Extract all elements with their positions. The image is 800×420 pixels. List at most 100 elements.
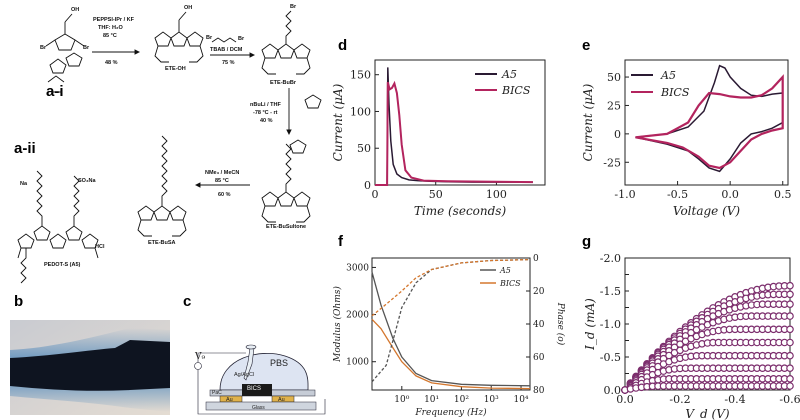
series-line-bics <box>635 74 784 170</box>
br-label-dbb-left: Br <box>206 35 213 41</box>
oh-label-ete: OH <box>184 5 193 11</box>
so3na-label: SO₃Na <box>78 178 96 184</box>
x-tick-label: 0.0 <box>721 188 739 201</box>
step1-reagent: PEPPSI-IPr / KF <box>93 17 134 23</box>
x-tick-label: -0.6 <box>779 393 800 406</box>
step2-reagent: TBAB / DCM <box>210 47 243 53</box>
y-tick-label: -0.5 <box>600 351 621 364</box>
y-axis-label: I_d (mA) <box>583 298 597 351</box>
chart-d-amperometry: 0 50 100 0 50 100 150 Time (seconds) Current (μA… <box>331 59 546 218</box>
y-tick-label: -1.0 <box>600 318 621 331</box>
series-line-a5 <box>635 64 784 173</box>
compound-ete-oh: ETE-OH <box>165 66 186 72</box>
y-tick-label: -1.5 <box>600 285 621 298</box>
x-axis-label: Voltage (V) <box>673 204 741 218</box>
step3-temp: -78 °C - rt <box>253 110 278 116</box>
step4-reagent: NMe₃ / MeCN <box>205 170 240 176</box>
output-curve-point <box>786 290 794 299</box>
br-label-bubr: Br <box>290 4 297 10</box>
x-tick-label: -1.0 <box>614 188 635 201</box>
panel-label-c: c <box>183 293 192 310</box>
br-label-left: Br <box>40 45 47 51</box>
plot-frame <box>371 257 531 391</box>
bics-label: BICS <box>247 386 261 392</box>
x-tick-label: -0.5 <box>667 188 688 201</box>
br-label-right: Br <box>83 45 90 51</box>
plot-frame <box>624 59 789 186</box>
y-tick-label: 3000 <box>346 263 369 273</box>
step4-yield: 60 % <box>218 192 231 198</box>
chart-e-cyclic-voltammetry: -1.0 -0.5 0.0 0.5 -25 0 25 50 Voltage (V) Current… <box>581 59 792 218</box>
oh-label-start: OH <box>71 7 80 13</box>
na-label: Na <box>20 181 28 187</box>
y2-tick-label: 80 <box>533 386 545 396</box>
output-curve-point <box>786 325 794 334</box>
device-schematic: V₉ PBS Ag/AgCl BICS Au Au PaC Glass <box>194 344 326 415</box>
y-tick-label: 0 <box>364 179 371 192</box>
x-tick-label: 50 <box>429 188 443 201</box>
x-tick-label: 0.5 <box>774 188 792 201</box>
compound-ete-bubr: ETE-BuBr <box>270 80 296 86</box>
panel-label-d: d <box>338 37 348 54</box>
legend-label-a5: A5 <box>501 68 517 81</box>
y2-tick-label: 60 <box>533 353 545 363</box>
series-line-bics <box>375 80 533 186</box>
x-tick-label: 100 <box>486 188 507 201</box>
step3-yield: 40 % <box>260 118 273 124</box>
y-tick-label: -25 <box>603 156 621 169</box>
output-curve-point <box>786 364 794 373</box>
legend-label-bics: BICS <box>501 84 531 97</box>
panel-label-g: g <box>582 233 592 250</box>
panel-label-e: e <box>582 37 591 54</box>
series-line-bics-modulus <box>371 318 531 390</box>
y-axis-label: Modulus (Ohms) <box>332 286 343 363</box>
step3-reagent: nBuLi / THF <box>250 102 281 108</box>
panel-label-b: b <box>14 293 24 310</box>
pac-label: PaC <box>212 390 222 396</box>
compound-ete-busultone: ETE-BuSultone <box>266 224 307 230</box>
output-curve-point <box>786 382 794 390</box>
step1-temp: 85 °C <box>103 33 117 39</box>
legend-label-a5: A5 <box>660 69 676 82</box>
y2-tick-label: 0 <box>533 254 539 264</box>
hcl-label: HCl <box>95 244 105 250</box>
output-curve-point <box>786 351 794 360</box>
plot-frame <box>374 59 546 186</box>
y-tick-label: -2.0 <box>600 252 621 265</box>
x-tick-label: 10² <box>454 395 469 405</box>
x-tick-label: -0.2 <box>669 393 690 406</box>
chart-f-impedance: 10⁰ 10¹ 10² 10³ 10⁴ 1000 2000 3000 0 20 40 60 80 Freq… <box>332 254 566 418</box>
x-tick-label: 10¹ <box>424 395 439 405</box>
y-tick-label: 150 <box>350 69 371 82</box>
panel-label-f: f <box>338 233 343 250</box>
synthesis-scheme <box>17 10 322 284</box>
y-tick-label: 50 <box>607 71 621 84</box>
output-curve-point <box>786 281 794 290</box>
y-axis-label: Current (μA) <box>581 83 595 161</box>
output-curve-point <box>786 338 794 347</box>
x-tick-label: -0.4 <box>724 393 745 406</box>
step1-yield: 48 % <box>105 60 118 66</box>
chart-g-output-curves: 0.0 -0.2 -0.4 -0.6 0.0 -0.5 -1.0 -1.5 -2.0 I_d (m… <box>583 252 800 420</box>
au-label-left: Au <box>226 397 233 403</box>
gate-voltage-label: V₉ <box>194 352 205 362</box>
y-tick-label: 0 <box>614 128 621 141</box>
step2-yield: 75 % <box>222 60 235 66</box>
y-tick-label: 2000 <box>346 311 369 321</box>
x-tick-label: 0.0 <box>616 393 634 406</box>
y-tick-label: 0.0 <box>604 384 622 397</box>
panel-label-a-i: a-i <box>46 83 64 100</box>
x-tick-label: 10⁴ <box>513 395 528 405</box>
compound-ete-busa: ETE-BuSA <box>148 240 176 246</box>
y-tick-label: 50 <box>357 142 371 155</box>
electrode-label: Ag/AgCl <box>234 372 254 378</box>
x-tick-label: 10³ <box>484 395 499 405</box>
pbs-label: PBS <box>270 358 288 368</box>
y-tick-label: 1000 <box>346 358 369 368</box>
series-line-a5-phase <box>371 258 531 383</box>
x-axis-label: Frequency (Hz) <box>414 407 487 418</box>
output-curve-point <box>786 300 794 308</box>
legend-label-bics: BICS <box>499 279 521 288</box>
x-axis-label: Time (seconds) <box>414 204 507 218</box>
x-axis-label: V_d (V) <box>685 407 730 420</box>
